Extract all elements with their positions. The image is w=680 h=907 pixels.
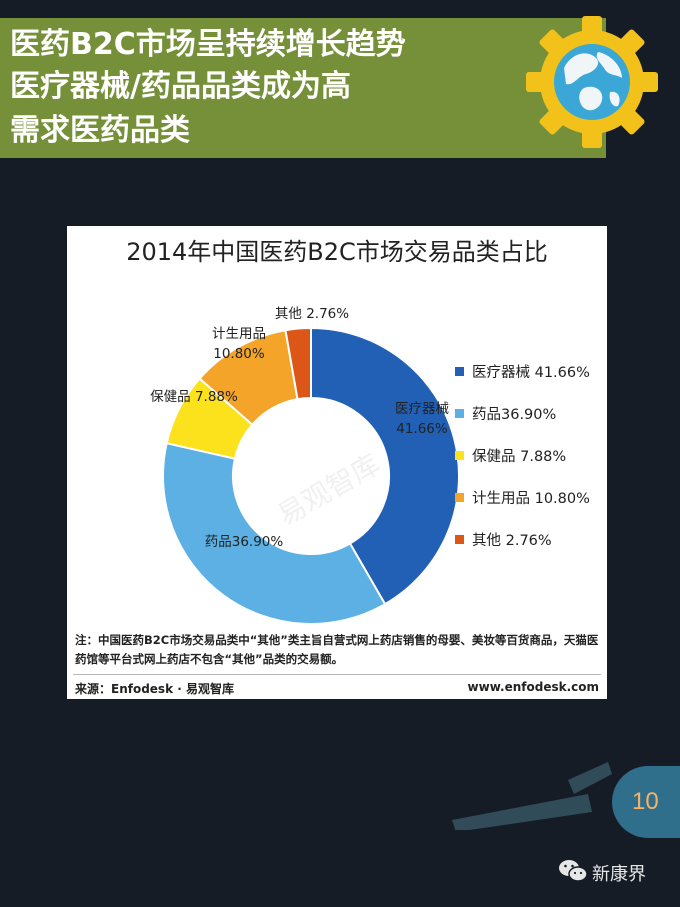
- legend-item: 计生用品 10.80%: [455, 486, 590, 508]
- slice-label-5: 其他 2.76%: [275, 306, 349, 322]
- gear-globe-icon: [526, 16, 658, 148]
- slice-1: [310, 326, 460, 606]
- source-url: www.enfodesk.com: [467, 680, 599, 694]
- footer-divider: [73, 674, 601, 675]
- chart-title: 2014年中国医药B2C市场交易品类占比: [126, 238, 548, 266]
- slice-5: [284, 326, 312, 401]
- chart-note: 注：中国医药B2C市场交易品类中“其他”类主旨自营式网上药店销售的母婴、美妆等百…: [75, 633, 599, 666]
- legend-swatch: [455, 366, 464, 376]
- legend-item: 保健品 7.88%: [455, 444, 566, 466]
- title-line-1: 医药B2C市场呈持续增长趋势: [10, 27, 406, 62]
- legend-label: 保健品 7.88%: [472, 448, 567, 465]
- donut-chart: 易观智库 医疗器械 41.66% 药品36.90% 保健品 7.88% 计生用品 10.8…: [150, 306, 460, 625]
- legend-label: 计生用品 10.80%: [472, 490, 590, 507]
- legend-label: 其他 2.76%: [472, 532, 552, 549]
- legend-swatch: [455, 492, 464, 502]
- title-line-2: 医疗器械/药品品类成为高: [10, 69, 351, 104]
- page-number-tab: [612, 766, 680, 838]
- legend-item: 医疗器械 41.66%: [455, 360, 590, 382]
- legend-item: 药品36.90%: [455, 402, 556, 424]
- legend-item: 其他 2.76%: [455, 528, 552, 550]
- legend-swatch: [455, 408, 464, 418]
- title-line-3: 需求医药品类: [10, 113, 190, 148]
- slice-2: [162, 441, 387, 625]
- legend-label: 医疗器械 41.66%: [472, 364, 590, 381]
- slice-label-1: 医疗器械 41.66%: [395, 401, 449, 437]
- chart-card: 易观智库 医疗器械 41.66% 药品36.90% 保健品 7.88% 计生用品 10.8…: [67, 226, 607, 699]
- wechat-icon: [559, 860, 588, 882]
- slice-label-3: 保健品 7.88%: [150, 389, 238, 405]
- legend-swatch: [455, 450, 464, 460]
- slice-label-2: 药品36.90%: [205, 534, 284, 550]
- brand-mark-icon: [452, 762, 612, 830]
- account-name: 新康界: [592, 864, 646, 885]
- legend-swatch: [455, 534, 464, 544]
- slice-label-4: 计生用品 10.80%: [212, 326, 266, 362]
- legend-label: 药品36.90%: [472, 406, 557, 423]
- chart-watermark: 易观智库: [272, 447, 386, 532]
- title-banner: 医药B2C市场呈持续增长趋势 医疗器械/药品品类成为高 需求医药品类: [0, 18, 606, 158]
- source-credit: 来源：Enfodesk · 易观智库: [75, 682, 234, 696]
- page-number: 10: [632, 788, 659, 815]
